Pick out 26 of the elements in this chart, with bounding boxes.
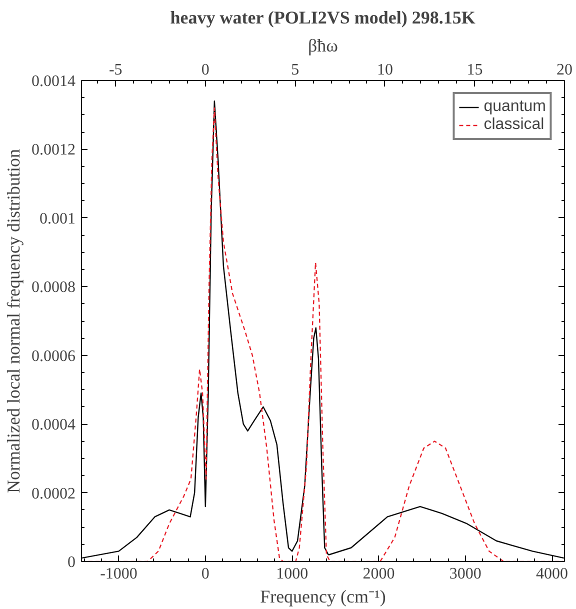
y-axis-title: Normalized local normal frequency distribution — [4, 149, 24, 493]
legend-label: quantum — [484, 98, 546, 116]
x2-axis-title: βħω — [308, 36, 338, 56]
x2-tick-label: 0 — [201, 62, 210, 78]
x2-tick-label: 5 — [291, 62, 300, 78]
x-axis-title: Frequency (cm⁻¹) — [260, 586, 386, 606]
legend-label: classical — [484, 116, 544, 134]
y-tick-label: 0.0012 — [32, 142, 76, 159]
y-tick-label: 0.0014 — [32, 73, 76, 90]
x-tick-label: 4000 — [536, 566, 568, 582]
x-tick-label: 3000 — [449, 566, 482, 582]
chart-title: heavy water (POLI2VS model) 298.15K — [170, 8, 476, 28]
y-tick-label: 0 — [68, 554, 76, 571]
y-tick-label: 0.0008 — [32, 279, 76, 296]
x-tick-label: 0 — [201, 566, 210, 582]
y-tick-label: 0.0004 — [32, 416, 76, 434]
x-tick-label: -1000 — [100, 566, 138, 582]
x2-tick-label: 15 — [466, 62, 483, 78]
x-tick-label: 1000 — [276, 566, 308, 582]
x2-tick-label: 20 — [556, 62, 572, 78]
x2-tick-label: 10 — [376, 62, 393, 78]
y-tick-label: 0.0006 — [32, 348, 76, 365]
x2-tick-label: -5 — [108, 62, 122, 78]
y-tick-label: 0.0002 — [32, 485, 76, 502]
x-tick-label: 2000 — [362, 566, 395, 582]
y-tick-label: 0.001 — [40, 210, 76, 228]
